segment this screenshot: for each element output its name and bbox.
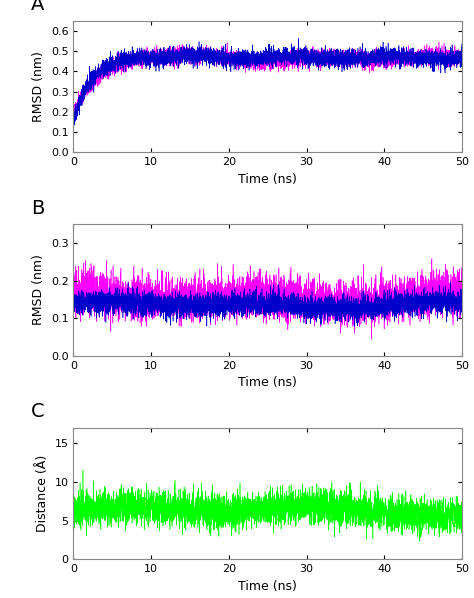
Text: C: C bbox=[31, 402, 45, 422]
X-axis label: Time (ns): Time (ns) bbox=[238, 376, 297, 389]
Y-axis label: Distance (Å): Distance (Å) bbox=[36, 455, 49, 532]
Text: B: B bbox=[31, 199, 44, 218]
Y-axis label: RMSD (nm): RMSD (nm) bbox=[32, 51, 46, 122]
Text: A: A bbox=[31, 0, 44, 14]
X-axis label: Time (ns): Time (ns) bbox=[238, 173, 297, 185]
Y-axis label: RMSD (nm): RMSD (nm) bbox=[32, 255, 46, 325]
X-axis label: Time (ns): Time (ns) bbox=[238, 579, 297, 593]
